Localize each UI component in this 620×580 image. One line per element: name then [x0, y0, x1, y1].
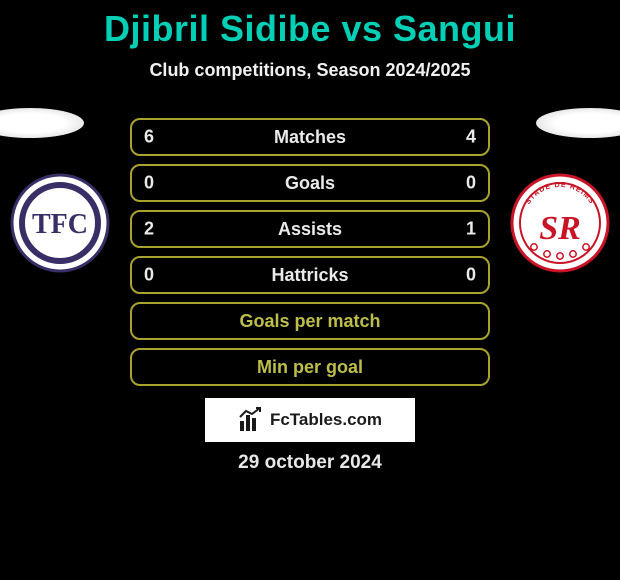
- left-head-silhouette: [0, 108, 84, 138]
- fctables-logo-text: FcTables.com: [270, 410, 382, 430]
- comparison-date: 29 october 2024: [0, 452, 620, 474]
- stat-row: 2 Assists 1: [130, 210, 490, 248]
- toulouse-fc-crest: TFC: [10, 173, 110, 273]
- page-subtitle: Club competitions, Season 2024/2025: [0, 60, 620, 81]
- page-title: Djibril Sidibe vs Sangui: [0, 0, 620, 50]
- left-player-head: TFC: [0, 108, 120, 278]
- stat-value-right: 0: [466, 173, 476, 194]
- stat-label: Min per goal: [257, 357, 363, 378]
- stat-value-left: 0: [144, 173, 154, 194]
- stat-row: Min per goal: [130, 348, 490, 386]
- stat-row: 6 Matches 4: [130, 118, 490, 156]
- stat-value-left: 6: [144, 127, 154, 148]
- svg-text:SR: SR: [539, 210, 581, 247]
- stat-row: 0 Hattricks 0: [130, 256, 490, 294]
- right-head-silhouette: [536, 108, 620, 138]
- stat-row: 0 Goals 0: [130, 164, 490, 202]
- fctables-watermark: FcTables.com: [205, 398, 415, 442]
- stat-value-right: 1: [466, 219, 476, 240]
- stat-label: Goals: [285, 173, 335, 194]
- stat-label: Assists: [278, 219, 342, 240]
- stats-container: 6 Matches 4 0 Goals 0 2 Assists 1 0 Hattricks 0 Goal…: [130, 118, 490, 386]
- stade-de-reims-crest: STADE DE REIMS SR: [510, 173, 610, 273]
- stat-value-left: 2: [144, 219, 154, 240]
- right-player-head: STADE DE REIMS SR: [500, 108, 620, 278]
- stat-value-right: 4: [466, 127, 476, 148]
- stat-value-left: 0: [144, 265, 154, 286]
- stat-label: Hattricks: [271, 265, 348, 286]
- stat-value-right: 0: [466, 265, 476, 286]
- crest-letters: TFC: [32, 209, 88, 240]
- stat-label: Matches: [274, 127, 346, 148]
- fctables-logo-icon: [238, 407, 264, 433]
- stat-label: Goals per match: [239, 311, 380, 332]
- stat-row: Goals per match: [130, 302, 490, 340]
